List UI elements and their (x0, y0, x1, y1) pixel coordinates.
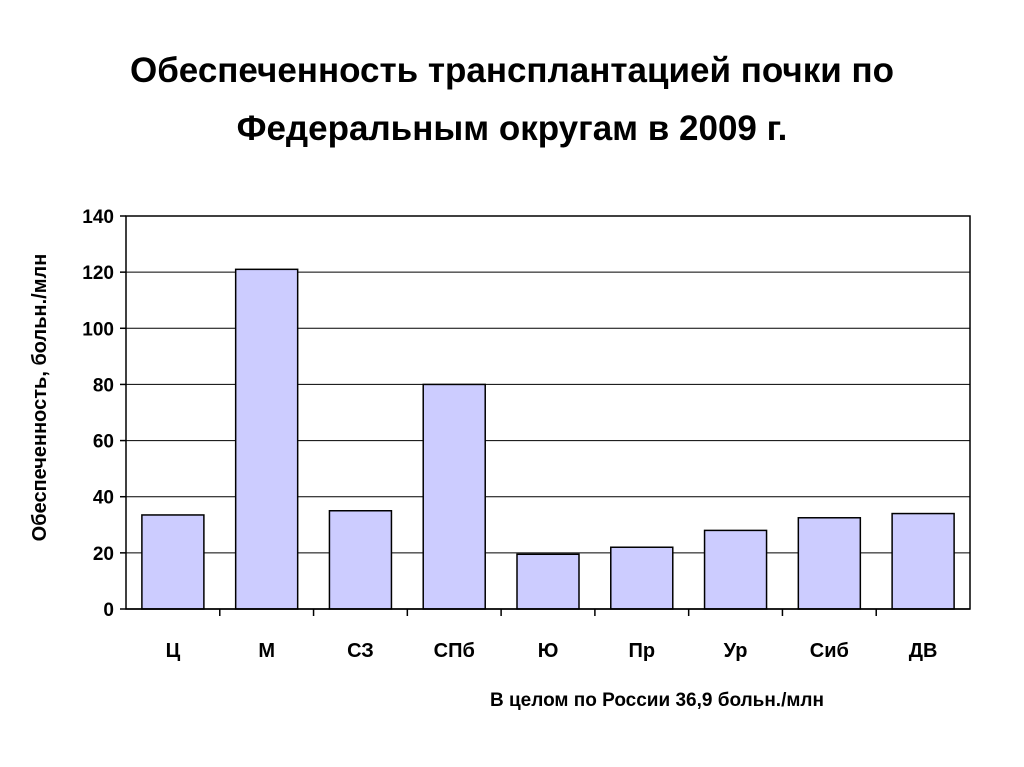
x-tick-label: СПб (434, 640, 475, 662)
x-tick-label: М (258, 640, 275, 662)
bar-3 (328, 510, 393, 610)
x-tick-label: СЗ (347, 640, 374, 662)
bar-6 (610, 546, 674, 610)
y-tick-label: 0 (103, 600, 114, 621)
x-axis-labels: Ц М СЗ СПб Ю Пр Ур Сиб ДВ (166, 609, 938, 662)
y-tick-label: 120 (82, 263, 114, 284)
bar-5 (516, 553, 580, 610)
y-tick-label: 40 (93, 488, 114, 509)
bar-2 (234, 268, 299, 610)
y-tick-label: 100 (82, 319, 114, 340)
y-tick-label: 140 (82, 207, 114, 228)
russia-total-note: В целом по России 36,9 больн./млн (490, 690, 824, 711)
bar-7 (703, 529, 768, 610)
x-tick-label: Ц (166, 640, 181, 662)
y-tick-label: 60 (93, 432, 114, 453)
y-axis-ticks: 0 20 40 60 80 100 120 140 (82, 207, 126, 621)
y-axis-label: Обеспеченность, больн./млн (29, 254, 51, 542)
chart-title-line-1: Обеспеченность трансплантацией почки по (129, 51, 895, 90)
y-tick-label: 20 (93, 544, 114, 565)
bar-8 (797, 517, 862, 610)
x-tick-label: ДВ (909, 640, 938, 662)
chart-title-line-2: Федеральным округам в 2009 г. (236, 109, 788, 148)
x-tick-label: Ю (538, 640, 559, 662)
x-tick-label: Пр (628, 640, 655, 662)
x-tick-label: Ур (724, 640, 748, 662)
chart-title: Обеспеченность трансплантацией почки по … (0, 42, 1024, 158)
x-tick-label: Сиб (810, 640, 849, 662)
bars (141, 268, 955, 610)
bar-9 (891, 512, 955, 610)
y-tick-label: 80 (93, 375, 114, 396)
bar-4 (422, 383, 486, 610)
bar-1 (141, 514, 205, 610)
